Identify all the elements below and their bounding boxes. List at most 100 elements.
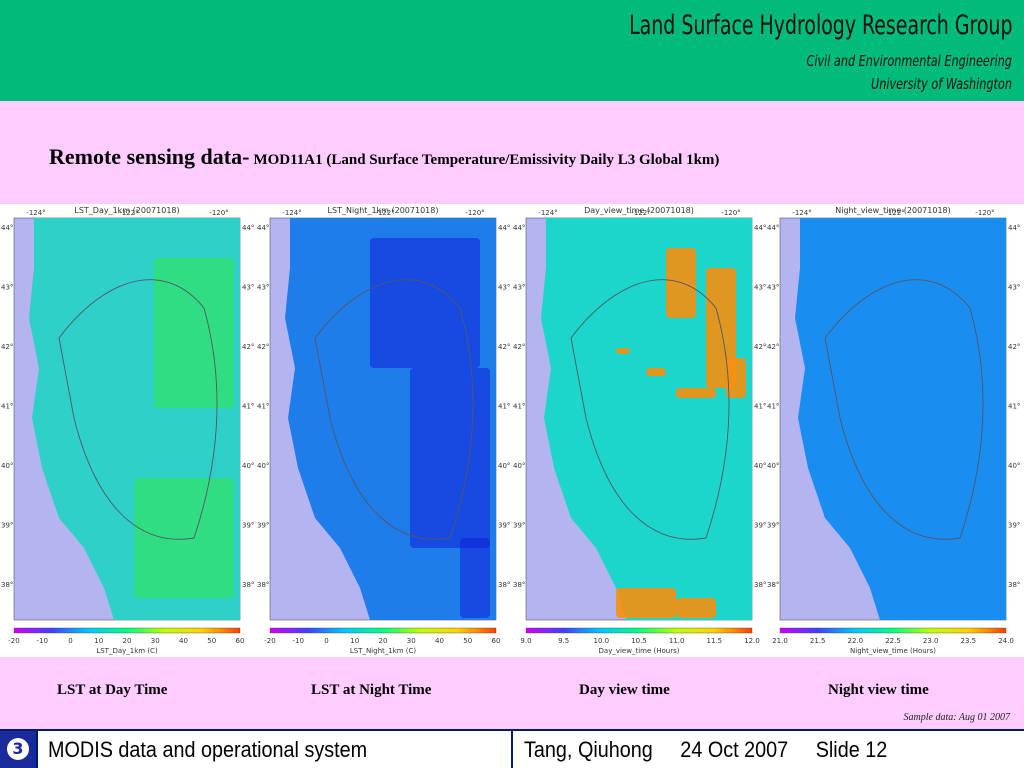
header-banner: Land Surface Hydrology Research Group Ci… [0, 0, 1024, 101]
colorbar-tick: 0 [68, 637, 72, 645]
lat-label-left: 44° [767, 224, 779, 232]
lat-label-left: 43° [1, 284, 13, 292]
colorbar-tick: 22.0 [848, 637, 864, 645]
lat-label-right: 43° [498, 284, 510, 292]
map-title: Day_view_time (20071018) [584, 206, 694, 215]
lat-label-right: 44° [754, 224, 766, 232]
department-line: Civil and Environmental Engineering [806, 52, 1012, 70]
lat-label-right: 42° [1008, 343, 1020, 351]
lat-label-left: 38° [1, 581, 13, 589]
colorbar-tick: 30 [151, 637, 160, 645]
map-blotch [410, 368, 490, 548]
lat-label-right: 44° [498, 224, 510, 232]
land-area [795, 218, 1006, 620]
colorbar-tick: 10 [350, 637, 359, 645]
lat-label-left: 39° [767, 522, 779, 530]
colorbar-tick: 60 [236, 637, 245, 645]
map-panels: LST_Day_1km (20071018) -124° -122° -120° 44°… [0, 204, 1024, 657]
lat-label-left: 39° [1, 522, 13, 530]
lat-label-left: 39° [257, 522, 269, 530]
lat-label-right: 43° [1008, 284, 1020, 292]
colorbar-tick: 9.5 [558, 637, 569, 645]
colorbar-tick: 40 [179, 637, 188, 645]
slide-title: Remote sensing data- MOD11A1 (Land Surfa… [49, 144, 719, 170]
lat-label-left: 38° [767, 581, 779, 589]
colorbar-tick: -20 [264, 637, 275, 645]
map-blotch [676, 598, 716, 618]
lat-label-right: 39° [754, 522, 766, 530]
colorbar-tick: 20 [123, 637, 132, 645]
lon-label: -124° [538, 209, 557, 217]
lat-label-left: 41° [257, 403, 269, 411]
map-blotch [726, 358, 746, 398]
lat-label-left: 41° [1, 403, 13, 411]
lat-label-left: 38° [513, 581, 525, 589]
lat-label-right: 42° [498, 343, 510, 351]
panel-lst-night: LST_Night_1km (20071018) -124° -122° -120° 4… [256, 204, 510, 657]
land-area [541, 218, 752, 620]
map-title: Night_view_time (20071018) [835, 206, 951, 215]
lon-label: -124° [26, 209, 45, 217]
footer-bar: 3 MODIS data and operational system Tang… [0, 729, 1024, 768]
colorbar-tick: 10 [94, 637, 103, 645]
colorbar-tick: 30 [407, 637, 416, 645]
colorbar-tick: 0 [324, 637, 328, 645]
lon-label: -120° [975, 209, 994, 217]
lat-label-right: 42° [242, 343, 254, 351]
footer-topic: MODIS data and operational system [48, 737, 368, 762]
footer-author: Tang, Qiuhong [524, 737, 653, 762]
lat-label-right: 40° [242, 462, 254, 470]
lat-label-right: 40° [1008, 462, 1020, 470]
lat-label-right: 38° [754, 581, 766, 589]
lon-label: -120° [465, 209, 484, 217]
lat-label-right: 43° [242, 284, 254, 292]
lon-label: -122° [375, 209, 394, 217]
lat-label-left: 43° [513, 284, 525, 292]
slide-title-main: Remote sensing data- [49, 144, 250, 169]
lat-label-left: 44° [513, 224, 525, 232]
colorbar-tick: -10 [37, 637, 48, 645]
colorbar [525, 627, 753, 634]
map-blotch [616, 348, 630, 354]
colorbar-tick: 24.0 [998, 637, 1014, 645]
colorbar-tick: 40 [435, 637, 444, 645]
colorbar-label: Day_view_time (Hours) [599, 647, 680, 655]
colorbar-label: LST_Day_1km (C) [96, 647, 158, 655]
map-blotch [134, 478, 234, 598]
colorbar-tick: 11.0 [669, 637, 685, 645]
lon-label: -122° [631, 209, 650, 217]
colorbar-tick: 10.5 [631, 637, 647, 645]
map-blotch [370, 238, 480, 368]
slide-badge-number: 3 [7, 738, 29, 760]
colorbar-tick: -10 [293, 637, 304, 645]
lat-label-right: 42° [754, 343, 766, 351]
lon-label: -124° [282, 209, 301, 217]
basin-boundary [314, 279, 474, 540]
lat-label-right: 44° [1008, 224, 1020, 232]
lat-label-right: 39° [1008, 522, 1020, 530]
lat-label-right: 38° [242, 581, 254, 589]
basin-boundary [824, 279, 984, 540]
university-line: University of Washington [871, 75, 1012, 93]
lat-label-left: 43° [767, 284, 779, 292]
lat-label-right: 40° [498, 462, 510, 470]
map-night-view-time: Night_view_time (20071018) -124° -122° -120… [766, 204, 1024, 657]
map-title: LST_Night_1km (20071018) [328, 206, 439, 215]
lat-label-left: 42° [257, 343, 269, 351]
colorbar-tick: 23.5 [961, 637, 977, 645]
panel-night-view-time: Night_view_time (20071018) -124° -122° -120… [766, 204, 1024, 657]
colorbar [779, 627, 1007, 634]
lat-label-right: 41° [754, 403, 766, 411]
colorbar [269, 627, 497, 634]
lat-label-right: 39° [242, 522, 254, 530]
lon-label: -120° [209, 209, 228, 217]
colorbar-tick: 10.0 [594, 637, 610, 645]
lat-label-left: 40° [1, 462, 13, 470]
lon-label: -122° [119, 209, 138, 217]
map-title: LST_Day_1km (20071018) [74, 206, 179, 215]
colorbar-tick: 21.0 [772, 637, 788, 645]
map-blotch [154, 258, 234, 408]
slide-title-detail: MOD11A1 (Land Surface Temperature/Emissi… [253, 152, 720, 168]
lat-label-left: 41° [513, 403, 525, 411]
lat-label-right: 41° [1008, 403, 1020, 411]
